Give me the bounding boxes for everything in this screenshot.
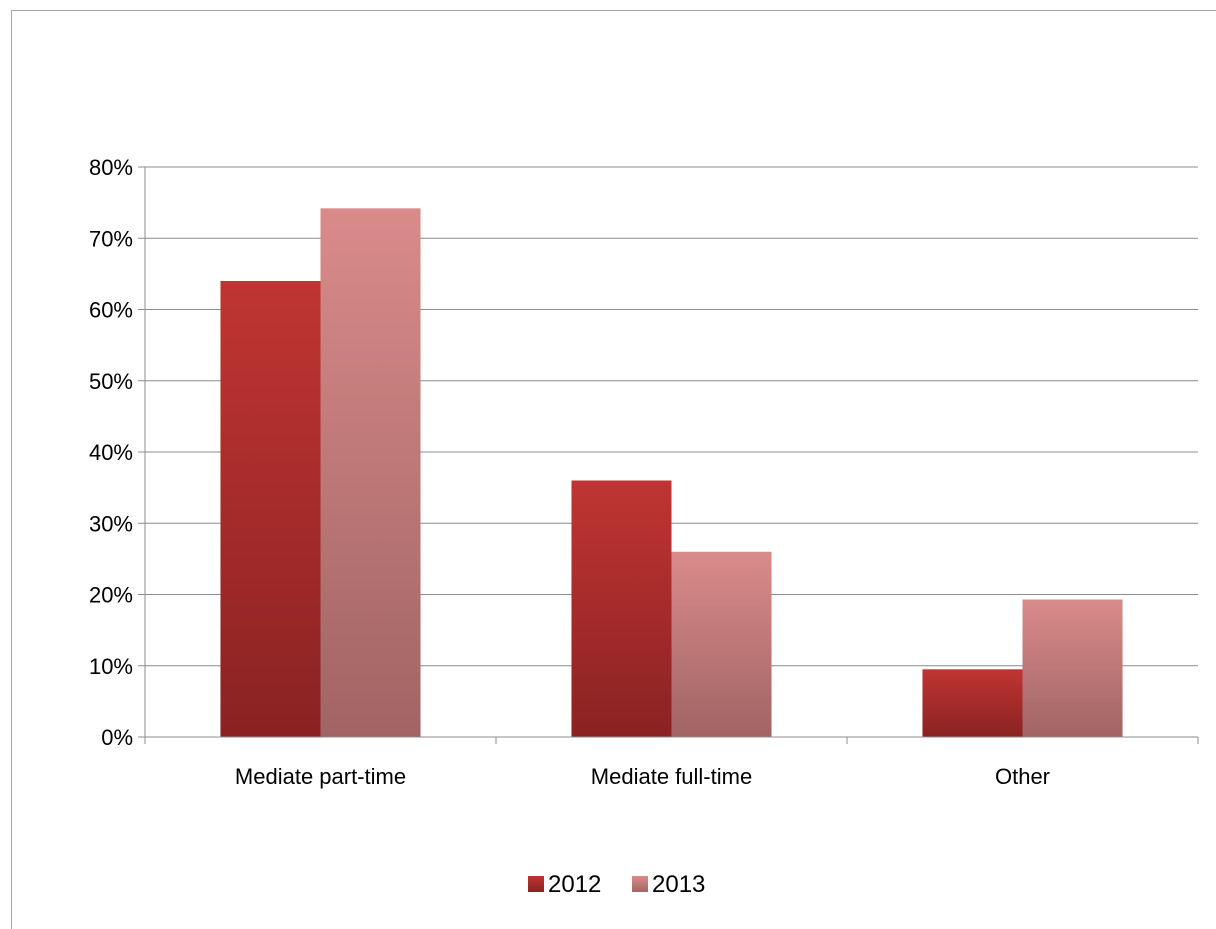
legend: 2012 2013	[528, 871, 705, 898]
y-tick-label: 30%	[89, 511, 133, 536]
chart-frame	[11, 10, 1216, 929]
x-tick-label: Mediate full-time	[591, 764, 752, 789]
bar-2013-mediate-full-time	[671, 551, 772, 737]
bar-2012-mediate-part-time	[220, 281, 321, 737]
y-tick-label: 10%	[89, 654, 133, 679]
y-tick-label: 50%	[89, 369, 133, 394]
tick-labels: 0% 10% 20% 30% 40% 50% 60% 70% 80% Mediate part-t…	[89, 155, 1050, 789]
legend-swatch-2012	[528, 876, 544, 892]
legend-label-2012: 2012	[548, 871, 601, 898]
y-tick-label: 60%	[89, 298, 133, 323]
legend-swatch-2013	[632, 876, 648, 892]
y-tick-label: 20%	[89, 583, 133, 608]
bar-2012-mediate-full-time	[571, 480, 672, 737]
y-tick-label: 0%	[101, 725, 133, 750]
y-tick-label: 70%	[89, 226, 133, 251]
bar-2013-mediate-part-time	[320, 208, 421, 737]
bar-2013-other	[1022, 599, 1123, 737]
x-tick-label: Other	[995, 764, 1050, 789]
legend-label-2013: 2013	[652, 871, 705, 898]
y-tick-label: 40%	[89, 440, 133, 465]
y-tick-label: 80%	[89, 155, 133, 180]
bars	[220, 208, 1123, 737]
bar-2012-other	[922, 669, 1023, 737]
x-tick-label: Mediate part-time	[235, 764, 406, 789]
axes	[138, 166, 1199, 744]
